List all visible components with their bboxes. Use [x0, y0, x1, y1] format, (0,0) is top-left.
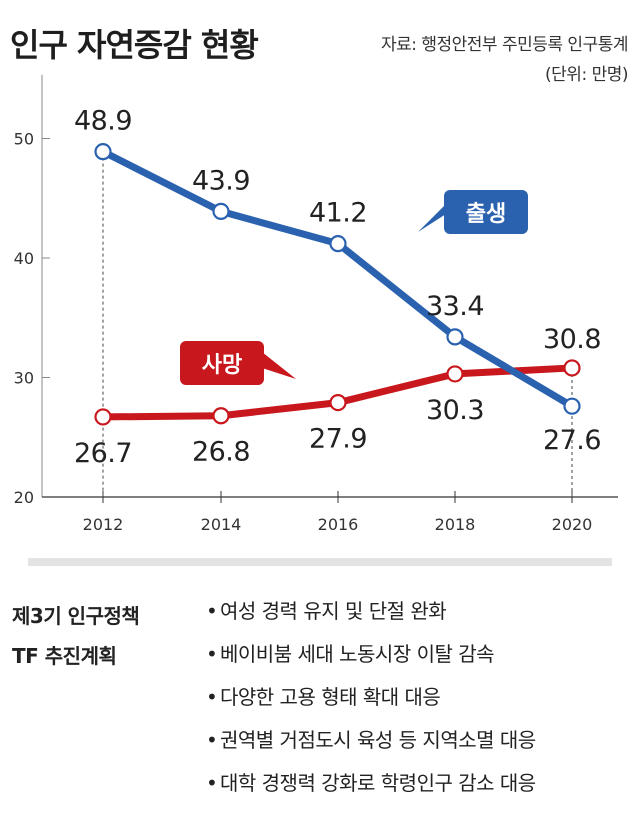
death-data-point [329, 393, 347, 412]
death-data-label: 26.7 [74, 438, 132, 469]
death-data-label: 30.8 [543, 324, 601, 355]
bullet-icon: • [206, 599, 218, 623]
death-data-label: 27.9 [309, 424, 367, 455]
x-tick-label: 2014 [201, 515, 242, 534]
x-tick-label: 2016 [318, 515, 359, 534]
death-tag [180, 341, 264, 385]
chart-title: 인구 자연증감 현황 [10, 26, 259, 64]
line-chart: 20 30 40 50 2012 2014 2016 2018 2020 48.9 43.9 41.2… [14, 74, 618, 534]
birth-tag [444, 190, 528, 234]
x-tick-label: 2020 [552, 515, 593, 534]
birth-data-point [212, 202, 230, 220]
plan-item-text: 다양한 고용 형태 확대 대응 [220, 685, 441, 709]
y-tick-label: 30 [14, 369, 34, 388]
section-divider [28, 558, 612, 566]
source-note: 자료: 행정안전부 주민등록 인구통계 (단위: 만명) [380, 30, 629, 90]
death-data-point [446, 365, 464, 383]
plan-item: • 권역별 거점도시 육성 등 지역소멸 대응 [206, 719, 536, 762]
unit-text: (단위: 만명) [545, 65, 628, 85]
plan-item-text: 여성 경력 유지 및 단절 완화 [220, 599, 447, 623]
plan-list: • 여성 경력 유지 및 단절 완화 • 베이비붐 세대 노동시장 이탈 감속 • 다… [206, 590, 536, 805]
birth-tag-pointer [418, 204, 446, 232]
birth-data-label: 33.4 [426, 291, 484, 322]
plan-title-line1: 제3기 인구정책 [12, 604, 140, 628]
death-data-label: 30.3 [426, 395, 484, 426]
birth-data-point [94, 143, 112, 161]
birth-tag-label: 출생 [466, 202, 506, 227]
source-text: 자료: 행정안전부 주민등록 인구통계 [380, 35, 629, 55]
plan-item-text: 대학 경쟁력 강화로 학령인구 감소 대응 [220, 771, 536, 795]
plan-item: • 베이비붐 세대 노동시장 이탈 감속 [206, 633, 536, 676]
birth-data-point [329, 235, 347, 253]
birth-data-label: 43.9 [192, 165, 250, 196]
x-tick-label: 2018 [435, 515, 476, 534]
death-data-point [563, 359, 581, 377]
death-data-label: 26.8 [192, 437, 250, 468]
y-tick-label: 50 [14, 130, 34, 149]
bullet-icon: • [206, 771, 218, 795]
death-tag-pointer [262, 352, 296, 379]
x-tick-label: 2012 [83, 515, 124, 534]
y-tick-label: 20 [14, 488, 34, 507]
plan-item-text: 베이비붐 세대 노동시장 이탈 감속 [220, 642, 495, 666]
birth-series-line [99, 148, 576, 410]
birth-data-label: 41.2 [309, 198, 367, 229]
y-tick-label: 40 [14, 249, 34, 268]
bullet-icon: • [206, 685, 218, 709]
plan-title-line2: TF 추진계획 [12, 644, 117, 668]
birth-data-label: 48.9 [74, 106, 132, 137]
birth-data-point [563, 397, 581, 415]
death-data-point [94, 408, 112, 426]
death-data-point [212, 407, 230, 425]
plan-item: • 다양한 고용 형태 확대 대응 [206, 676, 536, 719]
bullet-icon: • [206, 728, 218, 752]
birth-data-label: 27.6 [543, 425, 601, 456]
plan-item-text: 권역별 거점도시 육성 등 지역소멸 대응 [220, 728, 536, 752]
plan-item: • 대학 경쟁력 강화로 학령인구 감소 대응 [206, 762, 536, 805]
birth-data-point [446, 328, 464, 346]
plan-title: 제3기 인구정책 TF 추진계획 [12, 596, 140, 676]
plan-item: • 여성 경력 유지 및 단절 완화 [206, 590, 536, 633]
death-tag-label: 사망 [202, 353, 242, 378]
bullet-icon: • [206, 642, 218, 666]
